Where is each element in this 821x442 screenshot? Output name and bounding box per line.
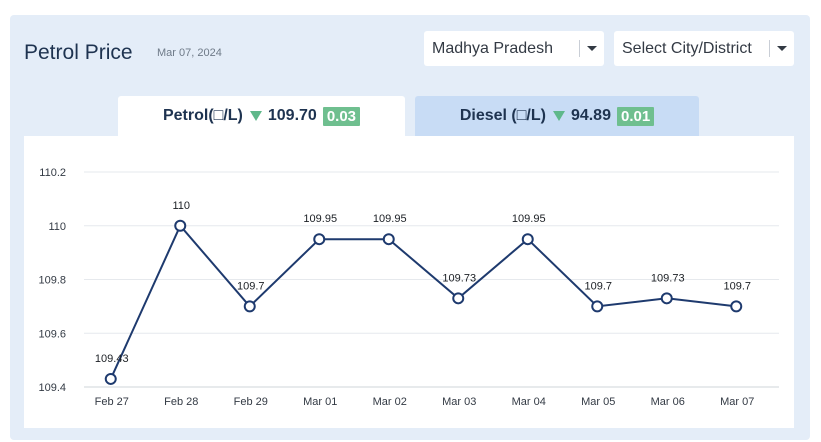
data-point (660, 292, 673, 305)
y-tick-label: 109.6 (38, 328, 66, 340)
x-tick-label: Mar 01 (303, 396, 337, 408)
y-tick-label: 110 (48, 221, 66, 233)
data-label: 109.73 (651, 272, 685, 284)
data-point (313, 233, 326, 246)
tab-diesel[interactable]: Diesel (□/L) 94.89 0.01 (415, 96, 699, 136)
data-label: 109.95 (512, 213, 546, 225)
data-label: 109.73 (442, 272, 476, 284)
data-point (104, 372, 117, 385)
city-select-value: Select City/District (622, 39, 752, 57)
page-title: Petrol Price (24, 41, 133, 64)
y-tick-label: 109.8 (38, 275, 66, 287)
tab-diesel-price: 94.89 (570, 107, 611, 124)
state-select-value: Madhya Pradesh (432, 39, 553, 57)
state-select[interactable]: Madhya Pradesh (424, 31, 604, 66)
x-tick-label: Mar 05 (581, 396, 615, 408)
tab-diesel-change-badge: 0.01 (616, 106, 655, 126)
tab-petrol-change-badge: 0.03 (322, 106, 361, 126)
x-tick-label: Mar 06 (651, 396, 685, 408)
tab-petrol-label: Petrol(□/L) (162, 107, 243, 124)
select-divider (579, 40, 580, 57)
data-point (174, 219, 187, 232)
down-arrow-icon (249, 111, 262, 121)
tab-petrol[interactable]: Petrol(□/L) 109.70 0.03 (118, 96, 405, 136)
chevron-down-icon[interactable] (770, 46, 794, 51)
x-tick-label: Feb 27 (95, 396, 129, 408)
down-arrow-icon (552, 111, 565, 121)
data-label: 109.7 (237, 280, 265, 292)
x-tick-label: Feb 29 (234, 396, 268, 408)
data-label: 109.95 (373, 213, 407, 225)
tab-diesel-label: Diesel (□/L) (459, 107, 546, 124)
y-tick-label: 110.2 (39, 167, 66, 179)
data-point (452, 292, 465, 305)
price-chart: 109.4 109.6 109.8 110 110.2 Feb 27 Feb 28 Feb 2… (24, 136, 794, 428)
data-point (591, 300, 604, 313)
x-tick-label: Feb 28 (164, 396, 198, 408)
x-tick-label: Mar 03 (442, 396, 476, 408)
chevron-down-icon[interactable] (580, 46, 604, 51)
x-tick-label: Mar 07 (720, 396, 754, 408)
data-point (730, 300, 743, 313)
data-label: 110 (172, 200, 190, 212)
data-point (521, 233, 534, 246)
price-date: Mar 07, 2024 (157, 47, 222, 59)
data-label: 109.7 (584, 280, 612, 292)
data-label: 109.43 (95, 353, 129, 365)
data-point (243, 300, 256, 313)
select-divider (769, 40, 770, 57)
petrol-price-card: Petrol Price Mar 07, 2024 Madhya Pradesh… (10, 15, 810, 440)
data-point (382, 233, 395, 246)
series-line (109, 223, 737, 380)
tab-petrol-price: 109.70 (267, 107, 317, 124)
x-tick-label: Mar 02 (373, 396, 407, 408)
city-select[interactable]: Select City/District (614, 31, 794, 66)
y-tick-label: 109.4 (38, 382, 66, 394)
price-line-chart: 109.4 109.6 109.8 110 110.2 Feb 27 Feb 28 Feb 2… (38, 167, 779, 408)
x-tick-label: Mar 04 (512, 396, 546, 408)
data-label: 109.95 (303, 213, 337, 225)
data-label: 109.7 (723, 280, 751, 292)
